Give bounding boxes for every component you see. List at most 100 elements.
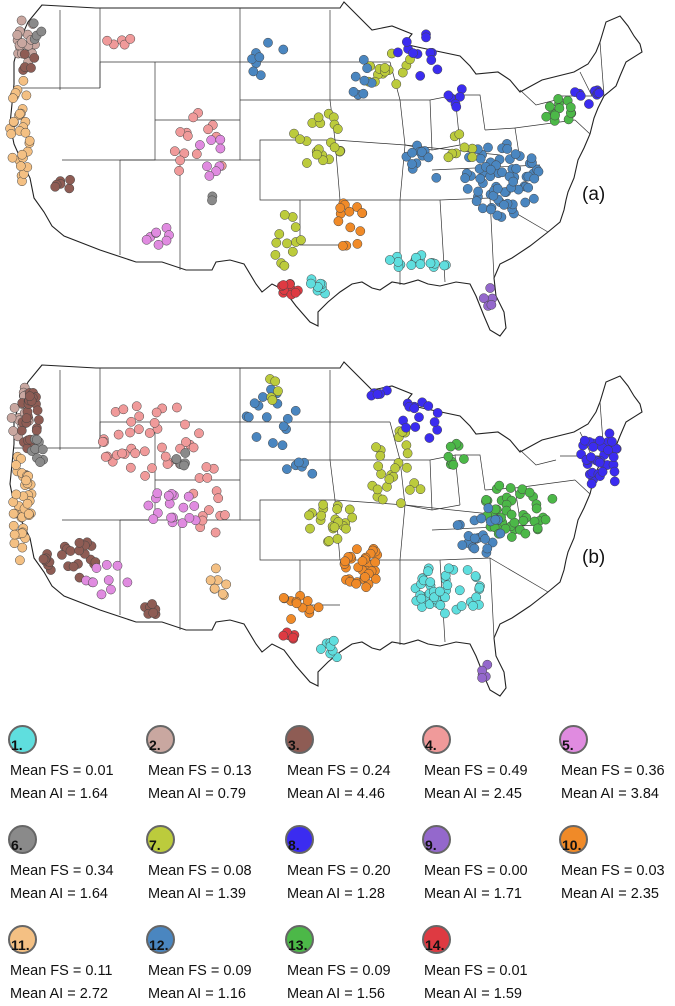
site-point-cluster-7 [318,499,328,510]
site-point-cluster-8 [597,466,608,477]
site-point-cluster-4 [139,446,150,457]
site-point-cluster-4 [188,112,199,123]
site-point-cluster-6 [37,444,48,455]
site-point-cluster-8 [393,47,403,58]
site-point-cluster-11 [24,135,35,146]
site-point-cluster-12 [263,37,273,48]
legend-mean-ai: Mean AI = 3.84 [561,786,659,802]
site-point-cluster-12 [523,182,534,193]
site-point-cluster-12 [278,44,289,55]
legend-swatch [8,825,37,854]
site-point-cluster-10 [313,602,324,613]
legend-mean-ai: Mean AI = 1.28 [287,886,385,902]
legend-mean-ai: Mean AI = 1.16 [148,986,246,1002]
state-border [240,159,300,201]
site-point-cluster-4 [180,419,190,430]
site-point-cluster-9 [477,673,487,683]
state-border [399,504,406,561]
site-point-cluster-14 [278,280,289,290]
state-border [259,459,336,520]
site-point-cluster-8 [415,71,426,81]
site-point-cluster-12 [452,520,463,531]
site-point-cluster-12 [268,438,278,448]
site-point-cluster-5 [148,514,159,524]
us-outline [9,361,643,697]
site-point-cluster-5 [189,501,200,511]
legend-item-5: 5. Mean FS = 0.36 Mean AI = 3.84 [555,718,675,806]
site-point-cluster-10 [335,203,346,213]
site-point-cluster-10 [357,556,368,567]
site-point-cluster-12 [261,412,272,422]
site-point-cluster-12 [431,172,442,183]
site-point-cluster-5 [163,490,174,501]
site-point-cluster-4 [151,407,162,418]
site-point-cluster-5 [166,512,176,523]
state-border [299,200,340,246]
site-point-cluster-10 [370,557,381,568]
site-point-cluster-12 [499,200,509,210]
site-point-cluster-7 [304,510,314,521]
site-point-cluster-11 [11,489,22,500]
site-point-cluster-11 [8,520,19,531]
site-point-cluster-12 [248,66,259,77]
site-point-cluster-3 [24,391,35,402]
site-point-cluster-6 [207,195,217,206]
site-point-cluster-13 [443,451,454,462]
site-point-cluster-12 [416,147,427,157]
site-point-cluster-4 [210,527,221,538]
site-point-cluster-7 [318,155,328,166]
site-point-cluster-7 [329,522,340,533]
site-point-cluster-4 [113,429,124,440]
state-border [579,71,593,97]
legend-swatch [285,825,314,854]
legend-mean-fs: Mean FS = 0.36 [561,763,665,779]
site-point-cluster-12 [490,514,501,525]
state-border [240,519,300,561]
site-point-cluster-8 [424,433,435,443]
site-point-cluster-2 [16,15,27,26]
site-point-cluster-13 [540,514,551,525]
legend-number: 1. [11,737,23,753]
site-point-cluster-1 [474,582,485,593]
legend-number: 9. [425,837,437,853]
site-point-cluster-7 [329,142,340,153]
site-point-cluster-12 [497,167,507,178]
site-point-cluster-1 [434,586,445,597]
legend-mean-ai: Mean AI = 4.46 [287,786,385,802]
legend-number: 5. [562,737,574,753]
site-point-cluster-5 [151,227,162,238]
legend-item-12: 12. Mean FS = 0.09 Mean AI = 1.16 [142,918,278,1006]
us-map-b [6,361,643,697]
legend-mean-fs: Mean FS = 0.01 [424,963,528,979]
site-point-cluster-7 [396,498,406,509]
site-point-cluster-12 [511,163,522,174]
site-point-cluster-7 [375,451,386,461]
legend-swatch [146,925,175,954]
site-point-cluster-13 [544,101,555,112]
site-point-cluster-7 [347,512,358,523]
site-point-cluster-6 [180,448,191,458]
site-point-cluster-8 [603,445,613,456]
site-point-cluster-12 [278,421,289,432]
site-point-cluster-7 [405,485,415,495]
site-point-cluster-5 [161,235,172,246]
site-point-cluster-1 [442,580,453,591]
site-point-cluster-1 [425,577,436,587]
site-point-cluster-11 [9,529,20,540]
site-point-cluster-2 [6,413,17,423]
site-point-cluster-10 [344,206,355,217]
site-point-cluster-8 [609,476,620,487]
site-point-cluster-12 [282,413,293,424]
legend-number: 6. [11,837,23,853]
legend-mean-fs: Mean FS = 0.11 [10,963,113,979]
site-point-cluster-5 [206,135,217,145]
state-border [431,144,461,151]
site-point-cluster-6 [36,26,47,37]
site-point-cluster-10 [352,544,362,554]
legend-number: 10. [562,837,582,853]
site-point-cluster-12 [460,173,470,184]
site-point-cluster-12 [502,144,513,154]
site-point-cluster-13 [531,503,542,514]
legend-item-3: 3. Mean FS = 0.24 Mean AI = 4.46 [281,718,417,806]
site-point-cluster-12 [483,142,493,153]
